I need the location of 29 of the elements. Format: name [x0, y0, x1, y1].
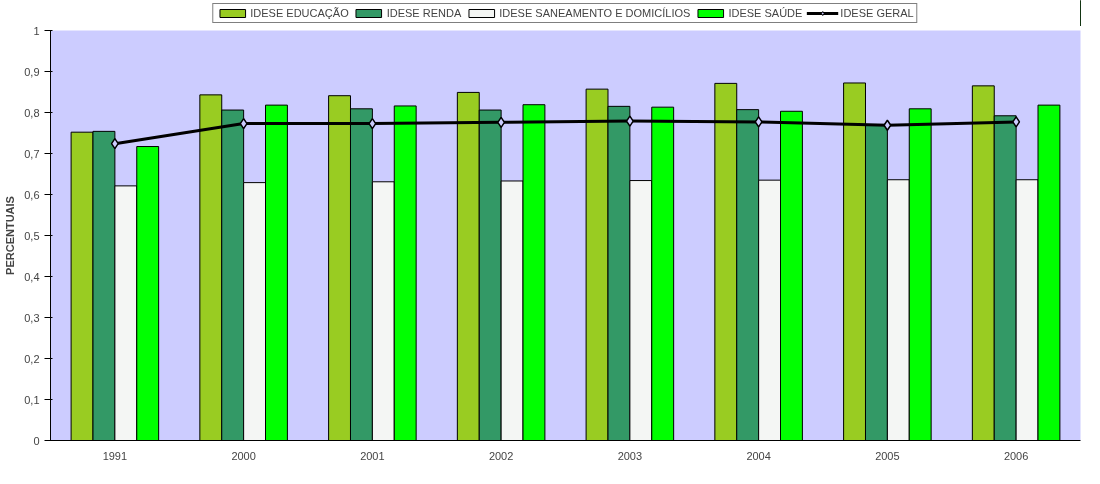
- x-tick-label: 2001: [360, 449, 385, 462]
- x-tick-label: 2004: [746, 449, 771, 462]
- point: [1012, 116, 1021, 128]
- legend-label: IDESE RENDA: [386, 7, 462, 19]
- y-tick-label: 1: [33, 24, 40, 37]
- legend-label: IDESE EDUCAÇÃO: [250, 7, 349, 19]
- y-tick-label: 0,6: [24, 188, 40, 201]
- y-tick-label: 0: [33, 434, 40, 447]
- x-tick-label: 2006: [1003, 449, 1029, 462]
- x-tick-label: 2000: [231, 449, 256, 462]
- x-tick-label: 2003: [617, 449, 643, 462]
- x-tick-label: 1991: [102, 449, 128, 462]
- legend-label: IDESE GERAL: [840, 7, 914, 19]
- point: [883, 119, 892, 131]
- y-tick-label: 0,9: [24, 65, 40, 78]
- y-tick-label: 0,5: [24, 229, 40, 242]
- legend-label: IDESE SAÚDE: [728, 7, 803, 19]
- y-axis-title: PERCENTUAIS: [4, 196, 17, 275]
- x-tick-label: 2002: [488, 449, 514, 462]
- point: [625, 115, 634, 127]
- y-tick-label: 0,1: [24, 393, 40, 406]
- point: [754, 116, 763, 128]
- y-tick-label: 0,4: [24, 270, 40, 283]
- y-tick-label: 0,8: [24, 106, 40, 119]
- x-tick-label: 2005: [875, 449, 900, 462]
- y-tick-label: 0,7: [24, 147, 40, 160]
- legend-label: IDESE SANEAMENTO E DOMICÍLIOS: [499, 7, 691, 19]
- y-tick-label: 0,2: [24, 352, 40, 365]
- y-tick-label: 0,3: [24, 311, 40, 324]
